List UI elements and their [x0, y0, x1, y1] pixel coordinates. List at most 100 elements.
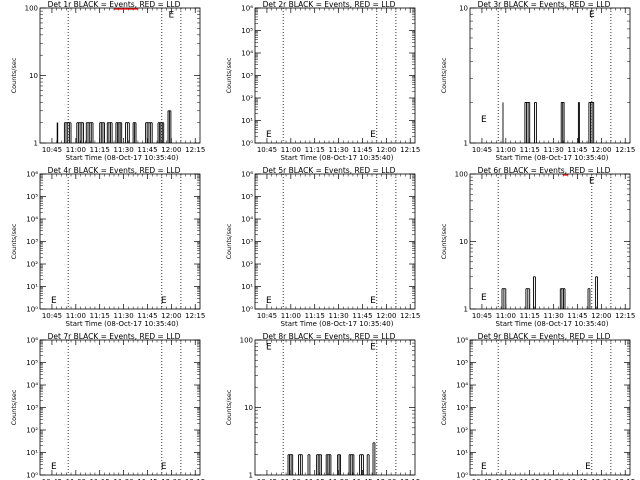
- event-marker-e: E: [585, 462, 591, 472]
- y-tick-label: 10⁵: [26, 359, 38, 367]
- y-axis-label: Counts/sec: [10, 57, 18, 93]
- chart-panel-7: Det 7r BLACK = Events, RED = LLD Counts/s…: [10, 332, 205, 480]
- event-burst: [534, 101, 537, 143]
- y-tick-label: 1: [249, 472, 253, 480]
- y-tick-label: 10⁵: [456, 359, 468, 367]
- event-marker-e: E: [161, 296, 167, 306]
- x-tick-label: 11:45: [137, 312, 157, 320]
- event-burst: [145, 122, 153, 143]
- chart-panel-2: Det 2r BLACK = Events, RED = LLD Counts/s…: [225, 0, 420, 162]
- chart-panel-5: Det 5r BLACK = Events, RED = LLD Counts/s…: [225, 166, 420, 328]
- event-burst: [298, 454, 303, 475]
- event-burst: [559, 288, 566, 309]
- x-axis-label: Start Time (08-Oct-17 10:35:40): [496, 320, 609, 328]
- y-tick-label: 10⁴: [241, 216, 253, 224]
- event-burst: [99, 122, 105, 143]
- x-tick-label: 11:00: [66, 478, 86, 480]
- event-marker-e: E: [51, 296, 57, 306]
- event-marker-e: E: [266, 343, 272, 353]
- plot-frame: [254, 7, 416, 144]
- y-tick-label: 1: [464, 306, 468, 314]
- y-tick-label: 100: [25, 5, 38, 13]
- x-tick-label: 12:00: [376, 312, 396, 320]
- x-tick-label: 12:00: [591, 146, 611, 154]
- x-tick-label: 11:00: [496, 312, 516, 320]
- event-burst: [372, 442, 376, 475]
- event-marker-e: E: [589, 177, 595, 187]
- y-tick-label: 10²: [456, 427, 468, 435]
- x-tick-label: 11:15: [305, 478, 325, 480]
- event-burst: [63, 122, 72, 143]
- x-tick-label: 11:30: [113, 478, 133, 480]
- event-burst: [595, 276, 598, 309]
- y-tick-label: 10²: [26, 427, 38, 435]
- event-burst: [348, 454, 355, 475]
- x-tick-label: 11:45: [567, 312, 587, 320]
- chart-panel-8: Det 8r BLACK = Events, RED = LLD Counts/s…: [225, 332, 420, 480]
- plot-frame: [254, 173, 416, 310]
- x-tick-label: 10:45: [472, 146, 492, 154]
- y-axis-label: Counts/sec: [225, 389, 233, 425]
- x-tick-label: 11:00: [281, 312, 301, 320]
- event-marker-e: E: [481, 115, 487, 125]
- y-tick-label: 100: [455, 171, 468, 179]
- x-tick-label: 11:45: [352, 146, 372, 154]
- x-tick-label: 11:30: [543, 478, 563, 480]
- x-tick-label: 10:45: [472, 312, 492, 320]
- event-burst: [85, 122, 94, 143]
- event-burst: [167, 110, 172, 143]
- y-tick-label: 10⁶: [456, 337, 468, 345]
- event-marker-e: E: [370, 343, 376, 353]
- y-tick-label: 10: [244, 404, 253, 412]
- x-tick-label: 11:30: [113, 146, 133, 154]
- x-tick-label: 11:45: [352, 478, 372, 480]
- x-tick-label: 12:00: [591, 312, 611, 320]
- x-tick-label: 12:00: [376, 478, 396, 480]
- event-burst: [287, 454, 294, 475]
- x-tick-label: 11:30: [328, 312, 348, 320]
- x-tick-label: 11:15: [520, 146, 540, 154]
- x-tick-label: 11:30: [543, 146, 563, 154]
- chart-title: Det 3r BLACK = Events, RED = LLD: [478, 0, 611, 9]
- y-tick-label: 1: [34, 140, 38, 148]
- chart-title: Det 6r BLACK = Events, RED = LLD: [478, 166, 611, 175]
- x-tick-label: 11:15: [520, 312, 540, 320]
- x-tick-label: 11:00: [496, 146, 516, 154]
- x-tick-label: 11:15: [520, 478, 540, 480]
- event-marker-e: E: [481, 462, 487, 472]
- y-tick-label: 10⁵: [241, 193, 253, 201]
- y-tick-label: 10⁶: [241, 5, 253, 13]
- x-tick-label: 12:15: [615, 478, 635, 480]
- x-tick-label: 11:15: [90, 478, 110, 480]
- y-tick-label: 10⁵: [26, 193, 38, 201]
- event-burst: [533, 276, 536, 309]
- chart-title: Det 4r BLACK = Events, RED = LLD: [48, 166, 181, 175]
- x-tick-label: 12:00: [591, 478, 611, 480]
- x-tick-label: 10:45: [42, 312, 62, 320]
- event-burst: [588, 101, 595, 143]
- x-tick-label: 10:45: [257, 312, 277, 320]
- event-marker-e: E: [51, 462, 57, 472]
- x-tick-label: 12:15: [400, 478, 420, 480]
- event-burst: [366, 454, 370, 475]
- y-tick-label: 10: [29, 72, 38, 80]
- x-tick-label: 10:45: [472, 478, 492, 480]
- y-tick-label: 10⁵: [241, 27, 253, 35]
- event-burst: [560, 101, 565, 143]
- plot-frame: [469, 339, 631, 476]
- x-tick-label: 11:00: [281, 478, 301, 480]
- chart-title: Det 5r BLACK = Events, RED = LLD: [263, 166, 396, 175]
- x-tick-label: 11:30: [328, 146, 348, 154]
- x-tick-label: 12:15: [615, 146, 635, 154]
- x-tick-label: 12:15: [400, 146, 420, 154]
- x-tick-label: 12:15: [185, 146, 205, 154]
- y-axis-label: Counts/sec: [10, 223, 18, 259]
- chart-title: Det 9r BLACK = Events, RED = LLD: [478, 332, 611, 341]
- event-burst: [132, 122, 137, 143]
- event-burst: [577, 101, 580, 143]
- x-axis-label: Start Time (08-Oct-17 10:35:40): [496, 154, 609, 162]
- chart-panel-9: Det 9r BLACK = Events, RED = LLD Counts/s…: [440, 332, 635, 480]
- y-tick-label: 10⁰: [456, 472, 468, 480]
- x-tick-label: 11:30: [328, 478, 348, 480]
- event-burst: [76, 122, 84, 143]
